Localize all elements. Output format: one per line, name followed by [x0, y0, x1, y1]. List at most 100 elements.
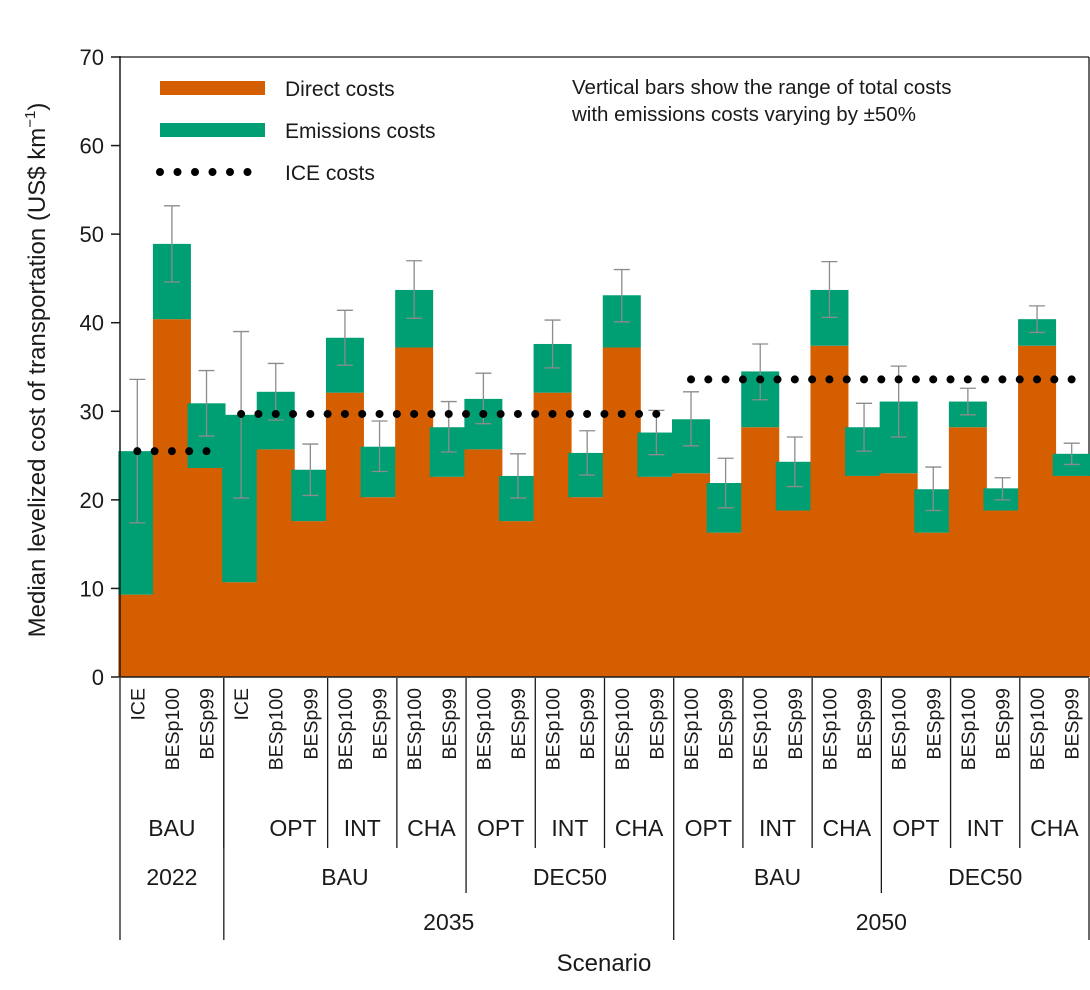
bar-direct-9 — [429, 476, 468, 677]
bar-direct-20 — [810, 345, 849, 677]
y-tick-label-3: 30 — [80, 399, 104, 424]
x-tick-label-6: BESp100 — [335, 688, 357, 771]
y-tick-label-7: 70 — [80, 45, 104, 70]
x-tick-label-4: BESp100 — [266, 688, 288, 771]
x-tick-label-15: BESp99 — [646, 688, 668, 760]
level1-label-0: BAU — [148, 815, 195, 841]
bar-direct-24 — [948, 427, 987, 677]
level2-label-2: DEC50 — [533, 864, 607, 890]
bar-direct-21 — [845, 475, 884, 677]
x-tick-label-1: BESp100 — [162, 688, 184, 771]
bar-direct-16 — [672, 473, 711, 677]
x-tick-label-26: BESp100 — [1027, 688, 1049, 771]
bars-layer — [118, 243, 1090, 677]
y-tick-label-0: 0 — [92, 665, 104, 690]
y-axis-label-close: ) — [24, 103, 51, 111]
level1-label-7: OPT — [685, 815, 732, 841]
error-bars-layer — [129, 205, 1080, 524]
x-tick-label-5: BESp99 — [300, 688, 322, 760]
bar-direct-8 — [395, 347, 434, 677]
y-axis-label-superscript: −1 — [22, 111, 39, 128]
level1-label-9: CHA — [822, 815, 871, 841]
level2-label-4: DEC50 — [948, 864, 1022, 890]
x-tick-label-22: BESp100 — [889, 688, 911, 771]
x-tick-label-19: BESp99 — [785, 688, 807, 760]
bar-direct-11 — [498, 521, 537, 677]
y-tick-label-5: 50 — [80, 222, 104, 247]
level1-label-5: INT — [551, 815, 588, 841]
level1-label-3: CHA — [407, 815, 456, 841]
legend: Direct costs Emissions costs ICE costs — [156, 78, 436, 185]
bar-direct-25 — [983, 510, 1022, 677]
bar-direct-6 — [325, 392, 364, 677]
x-tick-label-17: BESp99 — [716, 688, 738, 760]
legend-swatch-emissions — [160, 123, 265, 137]
bar-direct-18 — [741, 427, 780, 677]
bar-direct-26 — [1018, 345, 1057, 677]
x-tick-label-18: BESp100 — [750, 688, 772, 771]
bar-direct-1 — [152, 319, 191, 677]
level2-label-1: BAU — [321, 864, 368, 890]
annotation-line-2: with emissions costs varying by ±50% — [571, 103, 916, 126]
x-tick-label-10: BESp100 — [473, 688, 495, 771]
bar-direct-12 — [533, 392, 572, 677]
level1-label-12: CHA — [1030, 815, 1079, 841]
level1-label-6: CHA — [615, 815, 664, 841]
level1-label-11: INT — [967, 815, 1004, 841]
level3-label-1: 2050 — [856, 909, 907, 935]
axes-layer: 0 10 20 30 40 50 60 70 — [80, 45, 1089, 690]
bar-direct-4 — [256, 449, 295, 677]
level1-label-4: OPT — [477, 815, 524, 841]
x-tick-label-3: ICE — [231, 688, 253, 721]
bar-direct-23 — [914, 532, 953, 677]
x-tick-label-24: BESp100 — [958, 688, 980, 771]
bar-direct-7 — [360, 497, 399, 677]
level1-label-8: INT — [759, 815, 796, 841]
y-axis-label-main: Median levelized cost of transportation … — [24, 128, 51, 638]
x-tick-label-7: BESp99 — [370, 688, 392, 760]
x-tick-label-13: BESp99 — [577, 688, 599, 760]
bar-direct-3 — [222, 582, 261, 677]
y-tick-label-6: 60 — [80, 134, 104, 159]
x-tick-label-12: BESp100 — [543, 688, 565, 771]
bar-direct-2 — [187, 467, 226, 677]
y-tick-label-2: 20 — [80, 488, 104, 513]
bar-direct-19 — [775, 510, 814, 677]
bar-direct-22 — [879, 473, 918, 677]
bar-direct-14 — [602, 347, 641, 677]
y-axis-label: Median levelized cost of transportation … — [22, 103, 51, 638]
level2-label-0: 2022 — [146, 864, 197, 890]
x-category-layer: ICE BESp100 BESp99 ICE BESp100 BESp99 BESp100 B… — [119, 678, 1090, 940]
bar-direct-17 — [706, 532, 745, 677]
x-tick-label-20: BESp100 — [819, 688, 841, 771]
x-tick-label-23: BESp99 — [923, 688, 945, 760]
x-tick-label-8: BESp100 — [404, 688, 426, 771]
legend-swatch-direct — [160, 81, 265, 95]
bar-direct-10 — [464, 449, 503, 677]
bar-direct-0 — [118, 594, 157, 677]
legend-label-emissions: Emissions costs — [285, 120, 436, 143]
level1-label-2: INT — [344, 815, 381, 841]
x-tick-label-2: BESp99 — [197, 688, 219, 760]
x-tick-label-21: BESp99 — [854, 688, 876, 760]
bar-direct-15 — [637, 476, 676, 677]
bar-direct-27 — [1052, 475, 1090, 677]
level3-label-0: 2035 — [423, 909, 474, 935]
x-tick-label-9: BESp99 — [439, 688, 461, 760]
annotation-line-1: Vertical bars show the range of total co… — [572, 76, 951, 99]
x-tick-label-0: ICE — [127, 688, 149, 721]
legend-label-ice: ICE costs — [285, 162, 375, 185]
level2-label-3: BAU — [754, 864, 801, 890]
level1-label-10: OPT — [892, 815, 939, 841]
x-tick-label-25: BESp99 — [992, 688, 1014, 760]
x-tick-label-27: BESp99 — [1062, 688, 1084, 760]
x-tick-label-14: BESp100 — [612, 688, 634, 771]
x-tick-label-11: BESp99 — [508, 688, 530, 760]
x-tick-label-16: BESp100 — [681, 688, 703, 771]
y-tick-label-1: 10 — [80, 576, 104, 601]
ice-cost-lines-layer — [133, 375, 1076, 456]
level1-label-1: OPT — [269, 815, 316, 841]
y-tick-label-4: 40 — [80, 311, 104, 336]
bar-direct-5 — [291, 521, 330, 677]
